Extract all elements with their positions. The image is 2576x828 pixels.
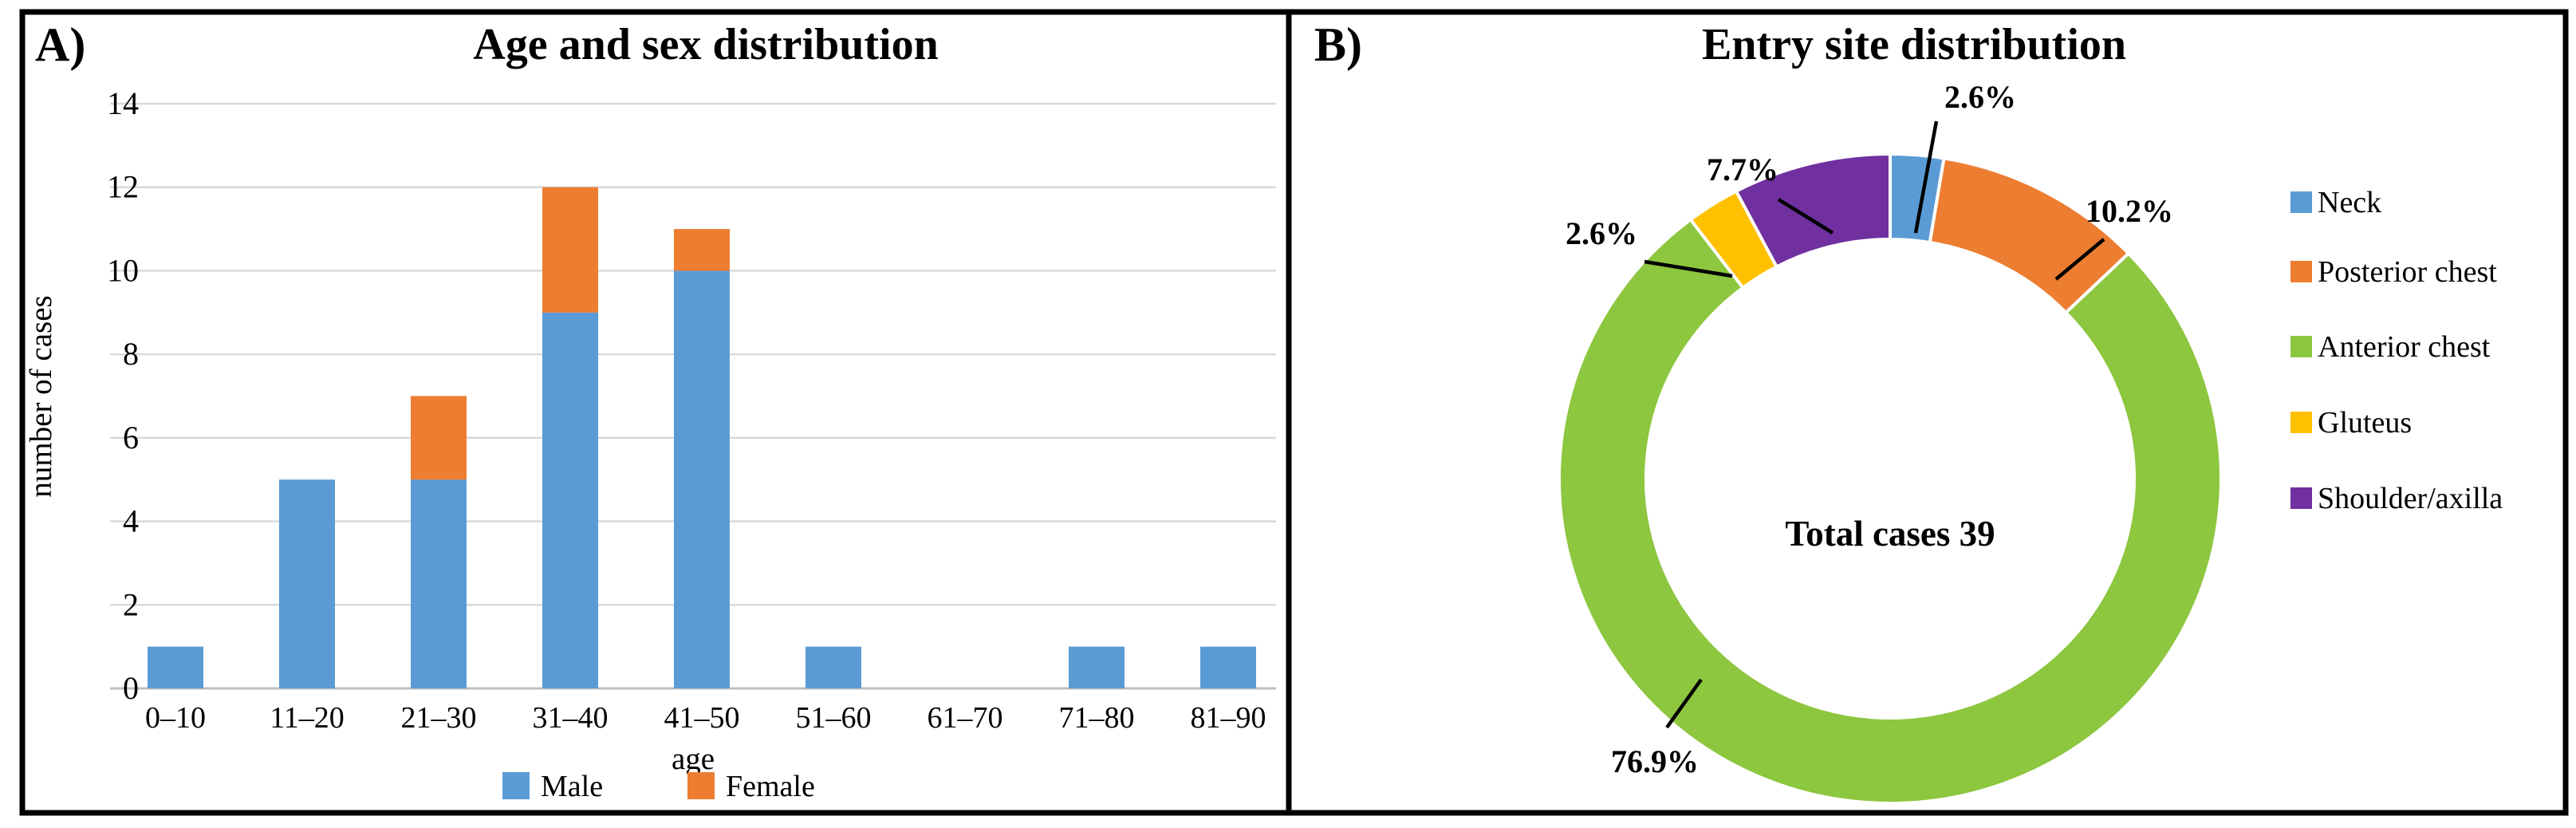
donut-chart: 2.6% 10.2% 76.9% 2.6% 7.7% Neck Posterior ches… <box>1558 79 2503 805</box>
x-tick-label: 81–90 <box>1191 701 1266 735</box>
legend-b-swatch-shoulder-axilla <box>2290 487 2312 509</box>
legend-a-label-female: Female <box>726 770 815 803</box>
legend-b-label-posterior-chest: Posterior chest <box>2318 255 2497 289</box>
donut-callout-label-shoulder-axilla: 7.7% <box>1707 152 1778 187</box>
x-tick-label: 11–20 <box>270 701 345 735</box>
bar-female-segment <box>674 229 730 271</box>
x-tick-label: 71–80 <box>1059 701 1135 735</box>
bar-female-segment <box>542 187 598 313</box>
bar-male-segment <box>279 479 335 688</box>
donut-callout-leader-anterior-chest <box>1665 678 1703 729</box>
x-tick-label: 61–70 <box>928 701 1003 735</box>
y-tick-label: 8 <box>123 336 139 372</box>
legend-b-label-shoulder-axilla: Shoulder/axilla <box>2318 482 2503 515</box>
x-tick-label: 31–40 <box>533 701 609 735</box>
bar-male-segment <box>411 479 467 688</box>
legend-a-swatch-female <box>687 772 715 799</box>
donut-callout-label-gluteus: 2.6% <box>1566 215 1637 251</box>
legend-a-label-male: Male <box>541 770 603 803</box>
donut-callout-label-neck: 2.6% <box>1944 79 2016 115</box>
donut-callout-label-posterior-chest: 10.2% <box>2086 193 2173 229</box>
x-tick-label: 0–10 <box>145 701 206 735</box>
bar-male-segment <box>1069 646 1125 688</box>
y-tick-label: 4 <box>123 503 139 539</box>
bar-male-segment <box>674 270 730 688</box>
x-tick-label: 41–50 <box>664 701 740 735</box>
y-tick-label: 14 <box>107 85 139 121</box>
y-tick-label: 12 <box>107 169 139 205</box>
y-tick-label: 0 <box>123 670 139 706</box>
bar-male-segment <box>148 646 203 688</box>
legend-b-swatch-gluteus <box>2290 412 2312 433</box>
donut-callout-leader-gluteus <box>1644 259 1733 278</box>
legend-a-swatch-male <box>502 772 530 799</box>
donut-callout-leader-posterior-chest <box>2054 238 2105 281</box>
bar-male-segment <box>1200 646 1256 688</box>
panel-a-label: A) <box>35 18 85 71</box>
legend-b-label-gluteus: Gluteus <box>2318 406 2412 440</box>
donut-slice-anterior-chest <box>1558 218 2223 805</box>
x-tick-label: 51–60 <box>796 701 872 735</box>
donut-slice-shoulder-axilla <box>1735 152 1892 269</box>
donut-callout-leader-neck <box>1913 120 1939 234</box>
legend-b-swatch-neck <box>2290 191 2312 213</box>
bar-female-segment <box>411 396 467 480</box>
panel-b-label: B) <box>1314 18 1362 71</box>
x-axis-title: age <box>672 742 715 776</box>
panel-a-title: Age and sex distribution <box>473 20 938 69</box>
panel-b-title: Entry site distribution <box>1702 20 2126 69</box>
legend-b-label-anterior-chest: Anterior chest <box>2318 330 2491 364</box>
donut-callout-leader-shoulder-axilla <box>1777 198 1834 235</box>
bar-male-segment <box>542 312 598 688</box>
y-tick-label: 2 <box>123 586 139 622</box>
y-axis-title: number of cases <box>24 295 58 497</box>
donut-callout-label-anterior-chest: 76.9% <box>1611 743 1699 779</box>
y-tick-label: 10 <box>107 252 139 288</box>
legend-b-label-neck: Neck <box>2318 186 2381 219</box>
donut-center-text: Total cases 39 <box>1785 514 1995 554</box>
y-tick-label: 6 <box>123 420 139 455</box>
legend-b-swatch-posterior-chest <box>2290 261 2312 282</box>
x-tick-label: 21–30 <box>401 701 477 735</box>
bar-male-segment <box>805 646 861 688</box>
legend-b-swatch-anterior-chest <box>2290 336 2312 357</box>
bar-chart: 0 2 4 6 8 10 12 14 0–10 11–20 21–30 31–40 41–50 51–60… <box>107 85 1276 803</box>
